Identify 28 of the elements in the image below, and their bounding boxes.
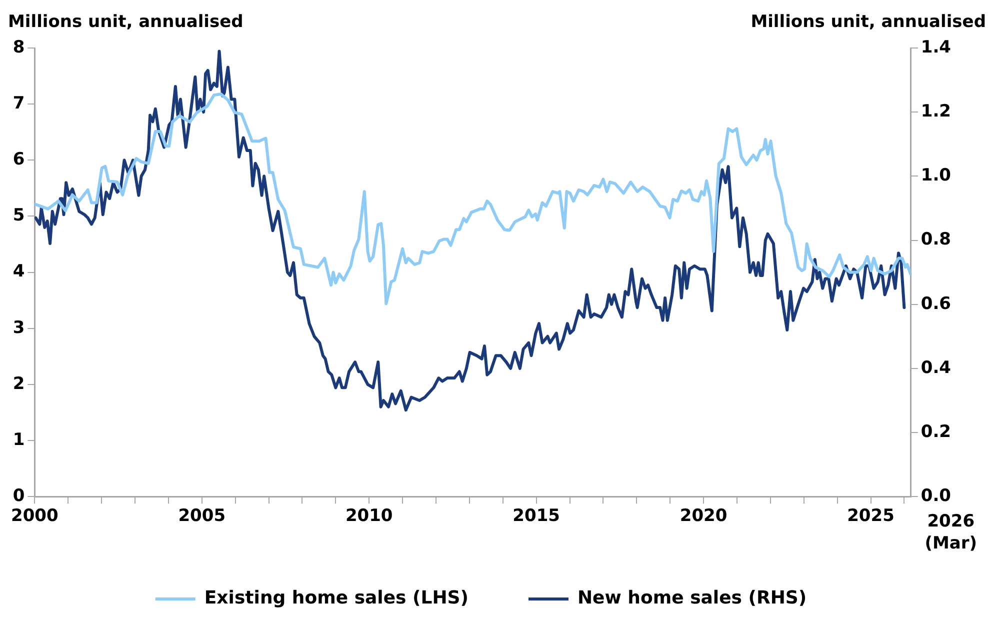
text: 2026 (Mar) bbox=[924, 512, 978, 554]
x-tick-label: 2000 bbox=[10, 506, 58, 526]
x-tick-label: 2010 bbox=[345, 506, 393, 526]
y-tick-label: 3 bbox=[12, 318, 25, 338]
y2-tick-label: 0.2 bbox=[920, 422, 952, 442]
y-tick-label: 5 bbox=[12, 206, 25, 226]
y-tick-label: 7 bbox=[12, 93, 25, 114]
y2-tick-label: 1.2 bbox=[920, 102, 952, 122]
y-axis-title: Millions unit, annualised bbox=[8, 12, 244, 32]
y-tick-label: 2 bbox=[12, 374, 25, 394]
y-tick-label: 4 bbox=[12, 262, 25, 282]
y2-tick-label: 0.8 bbox=[920, 230, 952, 250]
y2-tick-label: 0.6 bbox=[920, 294, 952, 314]
y-tick-label: 0 bbox=[12, 486, 25, 506]
legend-label: New home sales (RHS) bbox=[577, 588, 807, 609]
y-tick-label: 8 bbox=[12, 37, 25, 58]
y2-tick-label: 0.0 bbox=[920, 486, 952, 506]
x-tick-label: 2020 bbox=[680, 506, 728, 526]
x-tick-label: 2005 bbox=[178, 506, 226, 526]
y-tick-label: 1 bbox=[12, 430, 25, 450]
y-tick-label: 6 bbox=[12, 150, 25, 170]
y2-tick-label: 0.4 bbox=[920, 358, 952, 378]
legend-label: Existing home sales (LHS) bbox=[204, 588, 468, 609]
x-tick-label: 2025 bbox=[847, 506, 894, 526]
y2-tick-label: 1.0 bbox=[920, 166, 952, 186]
y2-tick-label: 1.4 bbox=[920, 37, 952, 58]
x-tick-label: 2015 bbox=[512, 506, 560, 526]
y2-axis-title: Millions unit, annualised bbox=[750, 12, 986, 32]
